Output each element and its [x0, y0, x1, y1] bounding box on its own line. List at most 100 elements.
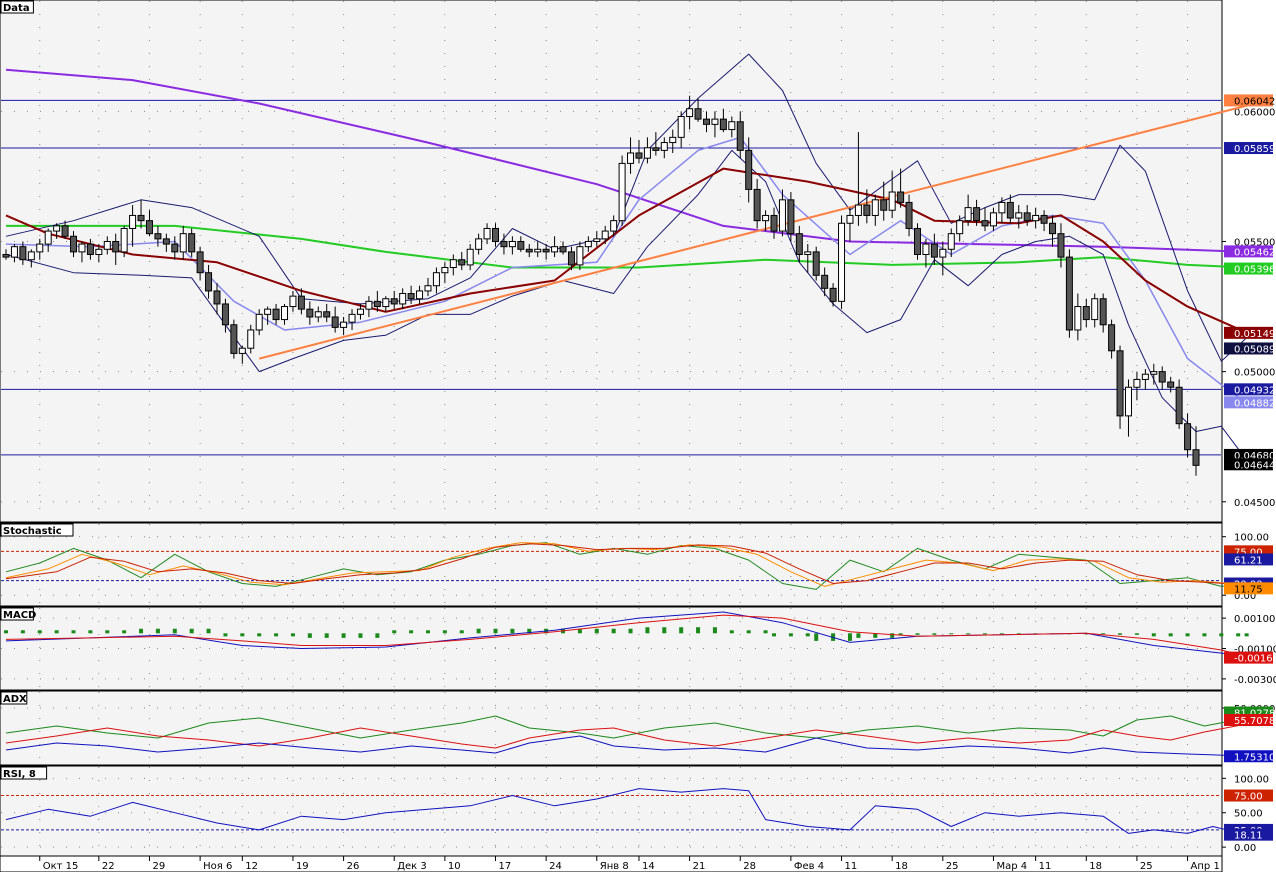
candle-body — [888, 191, 896, 211]
candle-body — [829, 287, 837, 302]
candle-body — [981, 220, 989, 227]
price-tag — [1224, 582, 1273, 595]
candle-body — [584, 240, 592, 248]
series-macd_sig — [5, 614, 1247, 657]
macd-histogram-bar — [890, 633, 895, 638]
macd-histogram-bar — [510, 628, 515, 634]
macd-histogram-bar — [746, 630, 751, 634]
candle-body — [238, 347, 246, 354]
candle-body — [956, 220, 964, 235]
candle-body — [1091, 298, 1099, 321]
candle-body — [652, 147, 660, 151]
candle-body — [95, 248, 103, 255]
price-tag — [1224, 828, 1273, 841]
candle-body — [306, 308, 314, 318]
x-tick-label: 18 — [895, 861, 908, 872]
macd-histogram-bar — [949, 633, 954, 635]
candle-body — [804, 251, 812, 255]
price-tag-label: -0.00160 — [1234, 654, 1276, 665]
panel-title-box — [0, 691, 28, 705]
price-tag — [1224, 383, 1273, 396]
candle-body — [112, 240, 120, 253]
candle-body — [812, 251, 820, 276]
x-tick-label: Окт 15 — [43, 861, 79, 872]
candle-body — [458, 259, 466, 266]
candle-body — [205, 272, 213, 292]
macd-histogram-bar — [1219, 633, 1224, 637]
candle-body — [264, 308, 272, 315]
candle-body — [998, 201, 1006, 214]
y-tick-label: 0.00 — [1234, 591, 1256, 602]
macd-histogram-bar — [1134, 633, 1139, 635]
macd-histogram-bar — [1084, 633, 1089, 635]
price-tag-label: 1.75310 — [1234, 752, 1275, 763]
x-tick-label: 26 — [347, 861, 360, 872]
series-rsi — [5, 788, 1247, 836]
candle-body — [1040, 214, 1048, 224]
panel-0: 0.06000 0.05500 0.05000 0.04500 0.06042 0.058… — [0, 0, 1275, 523]
candle-body — [1099, 298, 1107, 326]
series-adx_main — [5, 735, 1247, 757]
macd-histogram-bar — [392, 630, 397, 634]
candle-body — [407, 293, 415, 300]
candle-body — [871, 199, 879, 216]
candle-body — [643, 147, 651, 159]
panel-frame — [0, 765, 1223, 857]
y-tick-label: 0.05000 — [1234, 368, 1275, 379]
macd-histogram-bar — [594, 628, 599, 634]
panel-title-box — [0, 607, 34, 621]
macd-histogram-bar — [409, 630, 414, 634]
macd-histogram-bar — [223, 633, 228, 637]
candle-body — [441, 267, 449, 274]
price-tag-label: 75.00 — [1234, 792, 1263, 803]
series-macd_main — [5, 611, 1247, 657]
candle-body — [905, 201, 913, 229]
candle-body — [331, 316, 339, 328]
price-tag-label: 0.05089 — [1234, 344, 1275, 355]
macd-histogram-bar — [4, 630, 8, 634]
price-tag-label: 0.05149 — [1234, 329, 1275, 340]
price-tag-label: 75.00 — [1234, 547, 1263, 558]
bollinger-lower-line — [5, 149, 1248, 461]
macd-histogram-bar — [358, 633, 363, 638]
candle-body — [913, 227, 921, 255]
y-tick-label: 0.00100 — [1234, 614, 1275, 625]
candle-body — [762, 214, 770, 222]
candle-body — [416, 290, 424, 300]
candle-body — [576, 246, 584, 266]
price-tag — [1224, 326, 1273, 339]
candle-body — [863, 204, 871, 216]
ma-green-line — [6, 224, 1247, 269]
macd-histogram-bar — [856, 633, 861, 638]
price-tag — [1224, 714, 1273, 726]
macd-histogram-bar — [983, 633, 988, 635]
price-tag-label: 0.05396 — [1234, 265, 1275, 276]
candle-body — [382, 298, 390, 308]
candle-body — [795, 233, 803, 255]
macd-histogram-bar — [105, 630, 110, 634]
x-tick-label: Янв 8 — [600, 861, 629, 872]
macd-histogram-bar — [696, 627, 701, 634]
candle-body — [1150, 371, 1158, 375]
macd-histogram-bar — [712, 627, 717, 634]
ma-red-line — [5, 167, 1248, 334]
candle-body — [787, 199, 795, 235]
macd-histogram-bar — [459, 630, 464, 634]
candle-body — [593, 238, 601, 242]
candle-body — [1124, 386, 1132, 417]
price-tag-label: 0.04680 — [1234, 451, 1275, 462]
x-tick-label: Дек 3 — [397, 861, 427, 872]
candle-body — [736, 121, 744, 151]
candle-body — [964, 207, 972, 222]
macd-histogram-bar — [172, 628, 177, 634]
candle-body — [559, 246, 567, 253]
candle-body — [711, 118, 719, 125]
macd-histogram-bar — [1016, 633, 1021, 635]
candle-body — [179, 233, 187, 253]
candle-body — [1006, 201, 1014, 219]
candle-body — [1015, 212, 1023, 219]
macd-histogram-bar — [155, 628, 160, 634]
candle-body — [272, 308, 280, 321]
candle-body — [365, 300, 373, 310]
candle-body — [1023, 212, 1031, 222]
